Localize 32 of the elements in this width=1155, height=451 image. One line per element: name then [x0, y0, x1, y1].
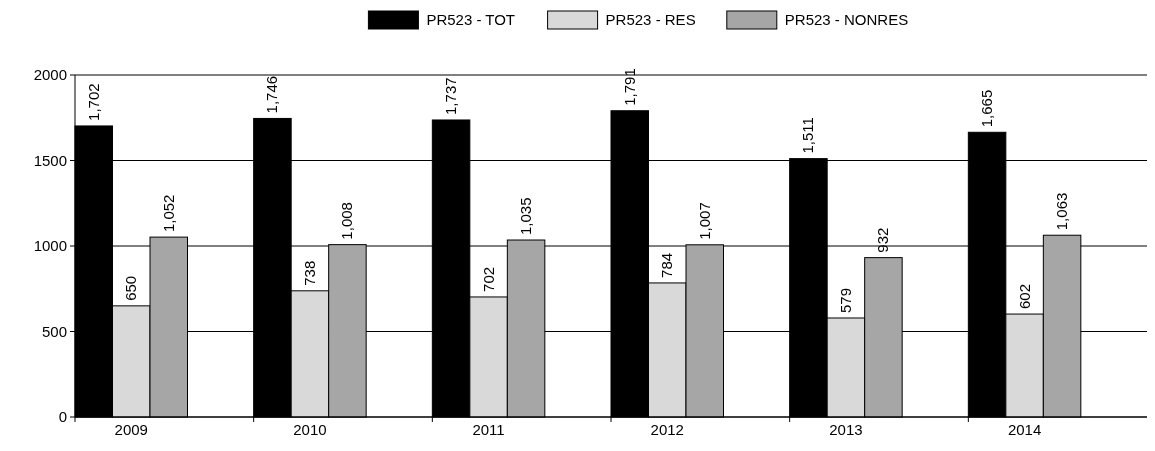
y-tick-label: 1500: [33, 151, 67, 169]
data-label: 1,035: [517, 197, 535, 236]
y-tick-label: 1000: [33, 237, 67, 255]
x-tick-label: 2010: [293, 421, 327, 438]
data-label: 1,511: [799, 117, 817, 154]
data-label: 1,746: [263, 75, 281, 114]
data-label: 702: [479, 266, 497, 292]
data-label: 1,737: [442, 77, 460, 115]
data-label: 738: [300, 260, 318, 286]
data-label: 1,665: [978, 89, 996, 128]
data-label: 579: [836, 287, 854, 313]
y-tick-label: 2000: [33, 66, 67, 84]
legend-label: PR523 - TOT: [426, 11, 516, 29]
data-label: 784: [658, 252, 676, 278]
x-tick-label: 2012: [650, 421, 684, 438]
y-tick-label: 500: [41, 322, 67, 340]
x-tick-label: 2014: [1007, 421, 1042, 438]
legend-label: PR523 - NONRES: [784, 11, 909, 29]
legend-label: PR523 - RES: [605, 11, 696, 29]
x-tick-label: 2013: [829, 421, 863, 438]
data-label: 1,702: [84, 83, 102, 121]
data-label: 650: [122, 275, 140, 301]
x-tick-label: 2011: [472, 421, 505, 438]
data-label: 1,052: [159, 194, 177, 233]
data-label: 602: [1015, 284, 1033, 310]
y-tick-label: 0: [58, 408, 67, 426]
data-label: 1,008: [338, 202, 356, 240]
x-tick-label: 2009: [114, 421, 148, 438]
data-label: 932: [874, 227, 892, 253]
data-label: 1,063: [1053, 192, 1071, 231]
data-label: 1,007: [695, 202, 713, 240]
data-label: 1,791: [620, 68, 638, 106]
